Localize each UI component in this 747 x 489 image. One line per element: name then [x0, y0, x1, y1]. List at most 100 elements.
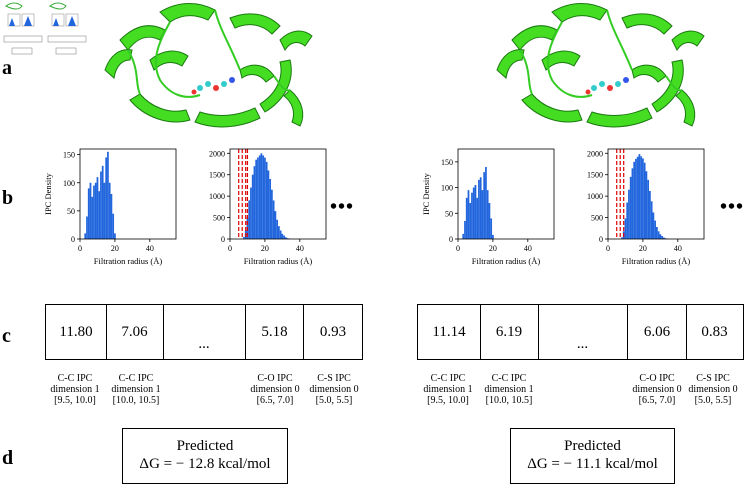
- histogram-bar: [661, 236, 663, 239]
- histogram-bar: [629, 176, 632, 239]
- histogram-bar: [638, 154, 641, 239]
- histogram-bar: [628, 189, 630, 239]
- prediction-box-left: Predicted ΔG = − 12.8 kcal/mol: [122, 428, 288, 484]
- x-axis-label: Filtration radius (Å): [472, 256, 541, 266]
- histogram-bar: [267, 170, 270, 239]
- panel-label-b: b: [2, 187, 14, 209]
- x-tick-label: 20: [489, 244, 497, 253]
- histogram-bar: [647, 179, 650, 239]
- histogram-bar: [96, 177, 99, 239]
- histogram-bar: [110, 194, 113, 239]
- prediction-title: Predicted: [564, 438, 621, 454]
- y-tick-label: 0: [599, 235, 603, 244]
- histogram-right-1: 0 50 100 150 0 20 40 Filtration radius (Å) IPC D…: [421, 148, 555, 266]
- protein-structure-left: [104, 3, 313, 128]
- feature-value: 6.19: [480, 305, 539, 359]
- histogram-bar: [626, 202, 629, 239]
- histogram-bar: [465, 197, 468, 239]
- feature-vector-right: 11.14 6.19 ... 6.06 0.83: [417, 304, 744, 360]
- histogram-bar: [286, 238, 289, 239]
- histogram-bar: [657, 231, 660, 239]
- y-tick-label: 100: [63, 179, 75, 188]
- histogram-bar: [257, 157, 259, 239]
- histogram-bar: [87, 188, 90, 239]
- histogram-bar: [284, 237, 287, 239]
- histogram-bar: [112, 213, 115, 239]
- histogram-bar: [274, 211, 277, 239]
- histogram-bar: [105, 157, 108, 239]
- y-tick-label: 2000: [587, 149, 603, 158]
- x-tick-label: 40: [296, 244, 304, 253]
- histogram-bar: [479, 177, 482, 239]
- histogram-bar: [469, 203, 472, 239]
- y-tick-label: 2000: [209, 149, 225, 158]
- histogram-bar: [278, 226, 280, 239]
- histogram-bar: [253, 166, 256, 239]
- y-tick-label: 150: [441, 158, 453, 167]
- y-tick-label: 0: [221, 235, 225, 244]
- histogram-bar: [281, 233, 284, 239]
- histogram-left-1: 0 50 100 150 0 20 40 Filtration radius (Å) IPC D…: [43, 148, 177, 266]
- feature-label: C-C IPC dimension 1 [10.0, 10.5]: [111, 373, 161, 406]
- prediction-box-right: Predicted ΔG = − 11.1 kcal/mol: [510, 428, 675, 484]
- histogram-bar: [649, 191, 651, 239]
- plot-frame: [457, 148, 555, 240]
- histogram-bar: [476, 197, 479, 239]
- panel-label-d: d: [2, 447, 14, 469]
- histogram-bar: [631, 168, 634, 239]
- feature-label: C-S IPC dimension 0 [5.0, 5.5]: [309, 373, 359, 406]
- histogram-bar: [662, 237, 665, 239]
- histogram-bar: [89, 182, 92, 239]
- x-tick-label: 0: [78, 244, 82, 253]
- x-tick-label: 20: [639, 244, 647, 253]
- histogram-bar: [488, 203, 491, 239]
- feature-value: 11.14: [418, 305, 481, 359]
- thumbnail-figure: [3, 2, 87, 55]
- feature-ellipsis: ...: [163, 305, 246, 359]
- histogram-bar: [271, 189, 273, 239]
- histogram-bar: [643, 162, 646, 239]
- histogram-left-2: 0 500 1000 1500 2000 0 20 40 Filtration radius (…: [209, 148, 327, 266]
- histogram-bar: [94, 182, 97, 239]
- ellipsis-left: •••: [330, 196, 355, 218]
- y-tick-label: 100: [441, 184, 453, 193]
- histogram-bar: [108, 182, 111, 239]
- y-tick-label: 0: [449, 235, 453, 244]
- histogram-bar: [492, 234, 494, 239]
- histogram-bar: [462, 233, 465, 239]
- histogram-bar: [478, 179, 480, 239]
- y-tick-label: 1000: [209, 192, 225, 201]
- y-tick-label: 500: [213, 214, 225, 223]
- x-tick-label: 40: [674, 244, 682, 253]
- histogram-bar: [251, 174, 254, 239]
- histogram-bar: [640, 156, 643, 239]
- histogram-right-2: 0 500 1000 1500 2000 0 20 40 Filtration radius (…: [587, 148, 705, 266]
- histogram-bar: [467, 190, 470, 239]
- protein-structure-right: [496, 3, 705, 128]
- x-tick-label: 0: [606, 244, 610, 253]
- x-tick-label: 0: [228, 244, 232, 253]
- y-tick-label: 50: [67, 207, 75, 216]
- feature-label: C-O IPC dimension 0 [6.5, 7.0]: [632, 373, 682, 406]
- plot-frame: [607, 148, 705, 240]
- x-tick-label: 0: [456, 244, 460, 253]
- ellipsis-right: •••: [720, 196, 745, 218]
- y-tick-label: 1000: [587, 192, 603, 201]
- histogram-bar: [471, 192, 473, 239]
- feature-value: 11.80: [46, 305, 107, 359]
- x-tick-label: 40: [524, 244, 532, 253]
- feature-value: 0.83: [701, 323, 728, 340]
- feature-value: 0.93: [319, 323, 347, 340]
- histogram-bar: [485, 167, 487, 239]
- histogram-bar: [490, 218, 493, 239]
- histogram-bar: [654, 220, 656, 239]
- histogram-bar: [250, 187, 252, 239]
- histogram-bar: [272, 200, 275, 239]
- feature-label: C-O IPC dimension 0 [6.5, 7.0]: [250, 373, 300, 406]
- histogram-bar: [656, 227, 658, 239]
- feature-value: 6.06: [628, 305, 687, 359]
- plot-frame: [79, 148, 177, 240]
- histogram-bar: [98, 191, 101, 239]
- feature-ellipsis: ...: [538, 305, 628, 359]
- prediction-value: ΔG = − 12.8 kcal/mol: [139, 456, 271, 472]
